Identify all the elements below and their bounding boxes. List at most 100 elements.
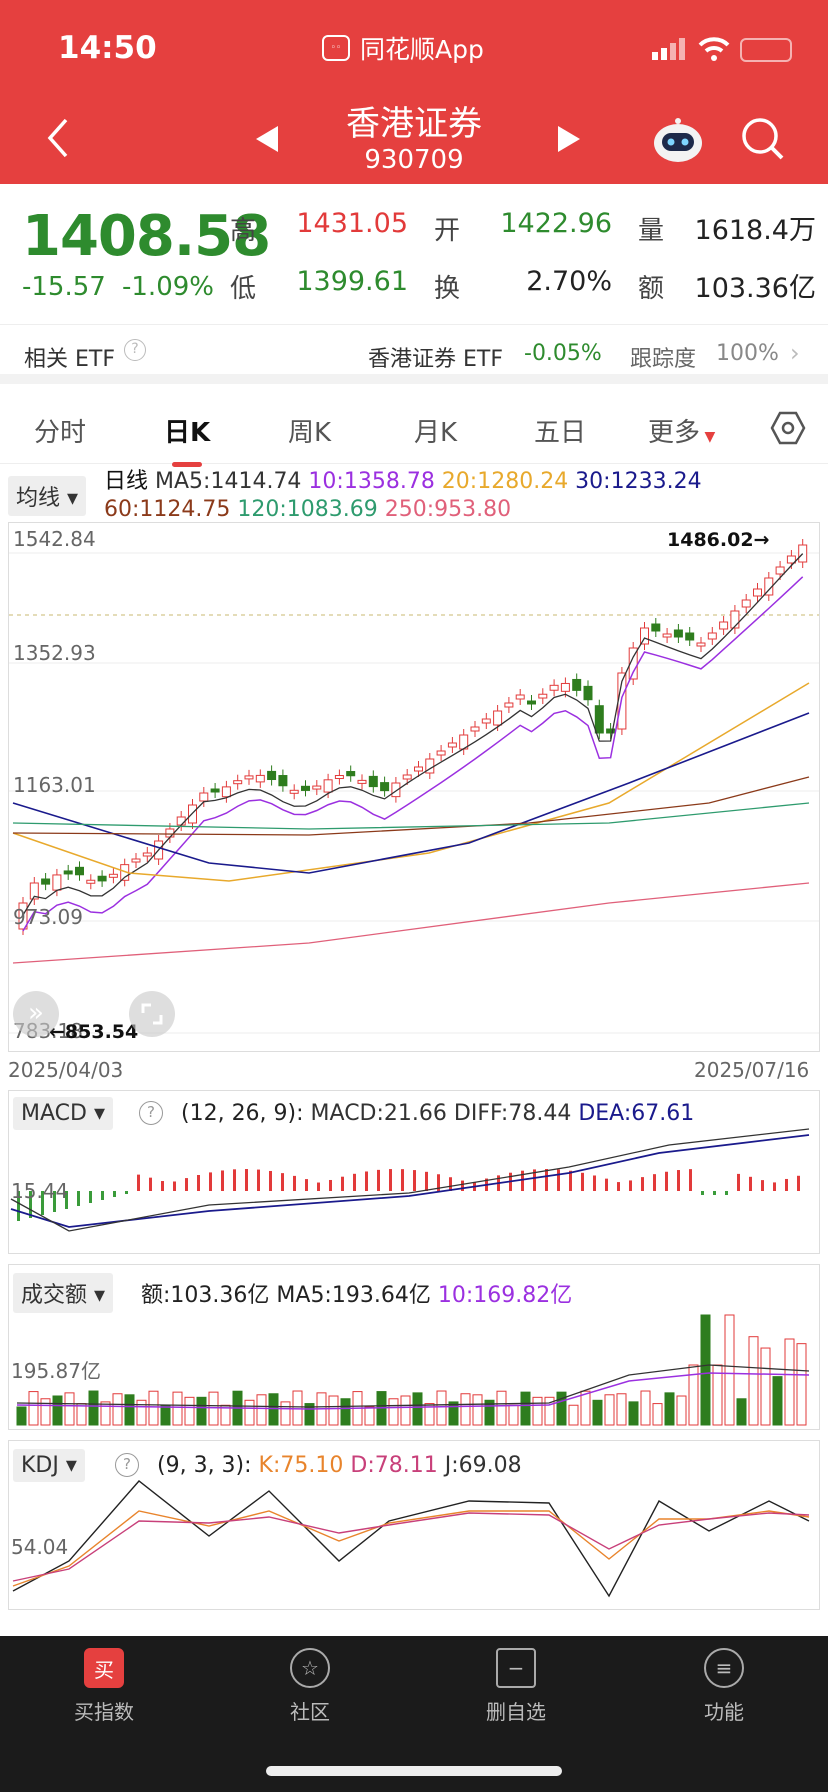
candle [131,858,141,863]
macd-bar [449,1177,452,1191]
candle [730,610,740,629]
macd-params: (12, 26, 9): [181,1101,304,1126]
macd-bar [725,1191,728,1195]
tab-daily-k[interactable]: 日K [164,412,210,467]
wifi-icon [698,36,730,66]
tab-five-day[interactable]: 五日 [534,418,587,448]
macd-selector[interactable]: MACD ▾ [13,1097,113,1130]
amount-bar [652,1403,663,1426]
candle [52,874,62,891]
macd-bar [113,1191,116,1197]
low-label: 低 [230,274,257,304]
macd-selector-label: MACD [21,1101,87,1126]
macd-bar [761,1180,764,1191]
help-icon[interactable]: ? [124,339,146,361]
kline-panel[interactable]: 1542.84 1352.93 1163.01 973.09 783.18 14… [8,522,820,1052]
amount-bar [712,1364,723,1426]
candle [368,775,378,788]
amount-label: 额 [638,274,665,304]
app-logo-icon: ◦◦ [322,35,350,61]
candle [221,786,231,798]
page-title: 香港证券 [346,104,482,144]
macd-bar [281,1173,284,1191]
settings-hexagon-icon[interactable] [770,410,806,453]
kdj-selector-label: KDJ [21,1453,59,1478]
kdj-chart [12,1480,810,1598]
ma-legend-item: 20:1280.24 [434,469,569,494]
etf-name: 香港证券 ETF [368,347,503,372]
prev-stock-icon[interactable] [252,124,282,154]
tab-intraday[interactable]: 分时 [34,418,87,448]
macd-bar [173,1181,176,1191]
macd-help-icon[interactable]: ? [139,1101,163,1125]
amount-bar [556,1391,567,1426]
diff-line [10,1128,810,1232]
amount-selector[interactable]: 成交额 ▾ [13,1273,114,1313]
amount-ma5: MA5:193.64亿 [276,1283,431,1308]
candle [63,870,73,875]
amount-bar [448,1401,459,1426]
amount-panel[interactable]: 成交额 ▾ 额:103.36亿 MA5:193.64亿 10:169.82亿 1… [8,1264,820,1430]
ma-selector[interactable]: 均线 ▾ [8,476,87,516]
candle [301,785,310,791]
amount-bar [760,1347,771,1426]
amount-bar [520,1391,531,1426]
next-stock-icon[interactable] [554,124,584,154]
amount-bar [208,1391,219,1426]
tab-weekly-k[interactable]: 周K [288,418,332,448]
macd-bar [257,1169,260,1191]
stock-code: 930709 [364,145,464,175]
candle [312,785,322,790]
candle [447,742,457,748]
y-tick-4: 973.09 [13,905,83,929]
tab-more[interactable]: 更多 ▼ [648,412,715,449]
back-icon[interactable] [38,118,78,158]
macd-bar [461,1180,464,1191]
nav-community[interactable]: ☆ 社区 [250,1648,370,1725]
candle [380,782,390,792]
search-icon[interactable] [738,114,788,164]
kdj-panel[interactable]: KDJ ▾ ? (9, 3, 3): K:75.10 D:78.11 J:69.… [8,1440,820,1610]
amount-tick: 195.87亿 [11,1359,101,1383]
candle [323,779,333,793]
tab-monthly-k[interactable]: 月K [414,418,458,448]
nav-remove-watchlist[interactable]: − 删自选 [456,1648,576,1725]
amount-bar [676,1395,687,1426]
candle [572,678,582,691]
related-etf-row[interactable]: 相关 ETF ? 香港证券 ETF -0.05% 跟踪度 100% › [0,324,828,384]
open-value: 1422.96 [500,208,612,239]
candle [334,775,344,780]
amount-bar [136,1399,147,1426]
candle [515,694,525,700]
amount-bar [256,1394,267,1426]
kdj-help-icon[interactable]: ? [115,1453,139,1477]
chevron-right-icon: › [790,339,800,367]
nav-functions[interactable]: ≡ 功能 [664,1648,784,1725]
macd-bar [665,1171,668,1191]
ma20-line [12,682,810,882]
amount-bar [196,1396,207,1426]
candle [142,852,152,857]
amount-bar [100,1401,111,1426]
nav-buy-index[interactable]: 买 买指数 [44,1648,164,1725]
amount-ma10-line [16,1372,810,1410]
dea-line [10,1134,810,1228]
quote-panel: 1408.58 -15.57 -1.09% 高 低 1431.05 1399.6… [0,184,828,324]
macd-bar [101,1191,104,1200]
macd-panel[interactable]: MACD ▾ ? (12, 26, 9): MACD:21.66 DIFF:78… [8,1090,820,1254]
robot-assistant-icon[interactable] [650,112,706,166]
amount-bar [772,1376,783,1426]
expand-double-arrow-icon[interactable]: » [13,991,59,1037]
macd-bar [653,1174,656,1191]
app-name-label: 同花顺App [360,35,484,64]
amount-bar [748,1336,759,1426]
k-value: K:75.10 [258,1453,344,1478]
kdj-selector[interactable]: KDJ ▾ [13,1449,85,1482]
fullscreen-icon[interactable] [129,991,175,1037]
amount-bar [340,1398,351,1426]
high-label: 高 [230,216,257,246]
j-line [12,1480,810,1598]
macd-chart [10,1128,810,1232]
candle [41,878,51,885]
candle [707,632,717,640]
